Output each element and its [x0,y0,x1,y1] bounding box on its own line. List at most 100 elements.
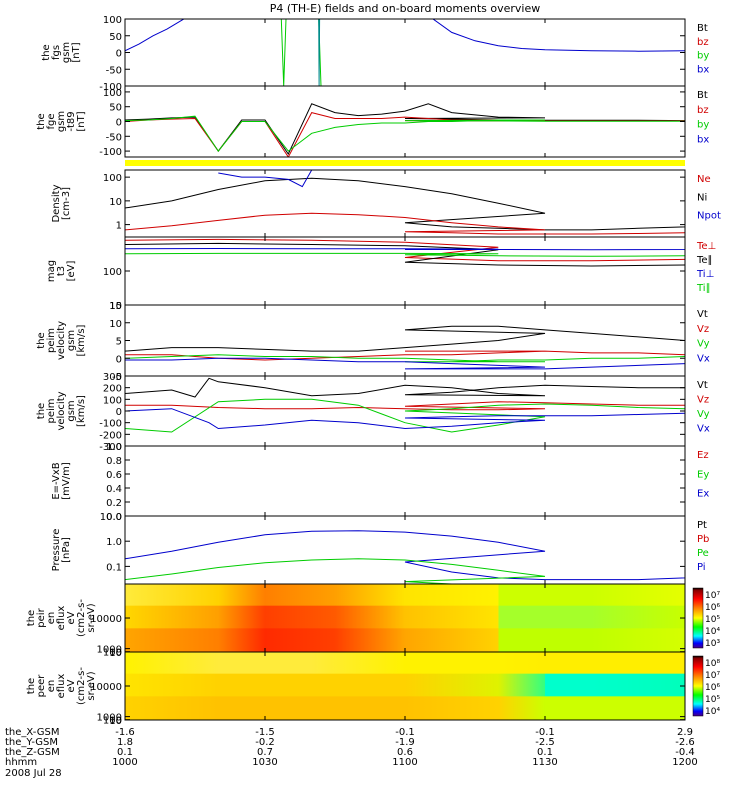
y-axis-label-line: peim [46,328,57,353]
legend-entry: Vt [697,380,708,391]
y-axis-label: the fgs gsm [nT] [41,42,82,63]
x-tick-label: 1130 [532,757,557,768]
series-Vy [125,398,685,433]
y-axis-label-line: [nT] [71,42,82,62]
panel-frame [124,515,686,585]
x-tick-label: -0.2 [255,737,275,748]
x-tick-label: -0.1 [535,727,555,738]
legend-entry: Ey [697,469,709,480]
y-axis-label-line: Pressure [51,529,62,572]
legend-entry: bz [697,37,709,48]
y-tick-label: 300 [103,372,122,383]
colorbar-tick-label: 10⁵ [705,615,720,625]
series-Ti∥ [125,252,685,257]
y-axis-label-line: eflux [56,674,67,699]
y-tick-label: -300 [99,442,122,453]
panel-pressure: Pt Pb Pe Pi 0.1 1.0 10.0 Pressure [nPa] [51,512,709,585]
y-axis-label-line: mag [46,260,57,282]
y-axis-label-line: E=-VxB [51,462,62,499]
y-tick-label: 1 [116,221,122,232]
y-tick-label: 100 [103,648,122,659]
y-axis-label-line: [nT] [76,111,87,131]
panel-temp: Te⊥ Te∥ Ti⊥ Ti∥ 10 100 mag t3 [eV] [46,236,716,312]
x-tick-label: 0.1 [537,747,553,758]
series-Vz [125,401,685,411]
series-Vx [125,408,685,430]
x-tick-label: 1200 [672,757,697,768]
y-tick-label: -50 [106,132,122,143]
legend-entry: by [697,120,709,131]
series-Te⊥ [125,238,685,262]
legend-entry: Npot [697,211,721,222]
series-bx [125,19,685,52]
y-axis-label-line: the [36,403,47,419]
legend-entry: Ez [697,450,709,461]
series-Vx [125,357,685,370]
y-axis-label-line: [eV] [66,261,77,282]
panel-efield: Ez Ey Ex 0.0 0.2 0.4 0.6 0.8 1.0 E=-VxB [mV/m] [51,442,709,523]
legend-entry: Bt [697,90,708,101]
legend-entry: Ex [697,489,709,500]
legend-entry: Vy [697,339,710,350]
y-tick-label: 0.2 [106,498,122,509]
figure-title: P4 (TH-E) fields and on-board moments ov… [270,2,541,15]
y-axis-label-line: the [36,113,47,129]
series-Npot [218,170,313,188]
y-axis-label-line: fge [46,113,57,129]
y-tick-label: 0.0 [106,512,122,523]
y-axis-label: the peer en eflux eV (cm2-s-sr-eV) [26,667,97,705]
y-axis-label-line: [km/s] [76,395,87,427]
y-tick-label: 0 [116,354,122,365]
legend-entry: Ni [697,192,707,203]
y-axis-label: mag t3 [eV] [46,260,77,282]
y-axis-label-line: [mV/m] [61,462,72,500]
x-axis-row-label: the_X-GSM [5,727,59,738]
heatmap-band-mid [125,605,685,631]
y-axis-label-line: gsm [56,111,67,132]
legend-entry: Ne [697,174,711,185]
legend-entry: by [697,51,709,62]
y-axis-label-line: the [41,44,52,60]
colorbar-tick-label: 10⁴ [705,707,720,717]
y-tick-label: 15 [109,301,122,312]
x-tick-label: -0.4 [675,747,695,758]
y-axis-label-line: -t89 [66,111,77,131]
series-Pe [125,558,685,584]
y-tick-label: 0.1 [106,562,122,573]
x-tick-label: 0.6 [397,747,413,758]
y-tick-label: 10 [109,648,122,659]
y-axis-label: Density [cm-3] [51,184,72,222]
series-Te∥ [125,242,685,267]
panel-density: Ne Ni Npot 1 10 100 Density [cm-3] [51,169,721,238]
y-axis-label-line: fgs [51,45,62,60]
y-tick-label: 10000 [90,614,122,625]
heatmap-band-high [125,584,685,608]
y-tick-label: -200 [99,430,122,441]
x-tick-label: 1.8 [117,737,133,748]
y-axis-label-line: eflux [56,606,67,631]
panel-frame [124,18,686,87]
colorbar-tick-label: 10⁸ [705,659,720,669]
y-tick-label: 100 [103,395,122,406]
panel-frame [124,304,686,377]
colorbar-tick-label: 10⁶ [705,603,720,613]
series-by [280,19,322,86]
y-tick-label: 100 [103,173,122,184]
y-axis-label: Pressure [nPa] [51,529,72,572]
x-tick-label: -2.6 [675,737,695,748]
x-tick-label: 0.1 [117,747,133,758]
y-axis-label-line: gsm [66,400,77,421]
panel-frame [124,445,686,517]
series-Vt [125,325,685,352]
y-tick-label: 10000 [90,682,122,693]
y-axis-label-line: sr-eV) [86,671,97,700]
y-tick-label: 10 [109,319,122,330]
legend-entry: Ti⊥ [696,269,714,280]
panel-frame [124,169,686,238]
y-axis-label-line: gsm [61,42,72,63]
y-axis-label-line: peir [36,607,47,627]
y-tick-label: 0 [116,118,122,129]
panel-frame [124,236,686,306]
